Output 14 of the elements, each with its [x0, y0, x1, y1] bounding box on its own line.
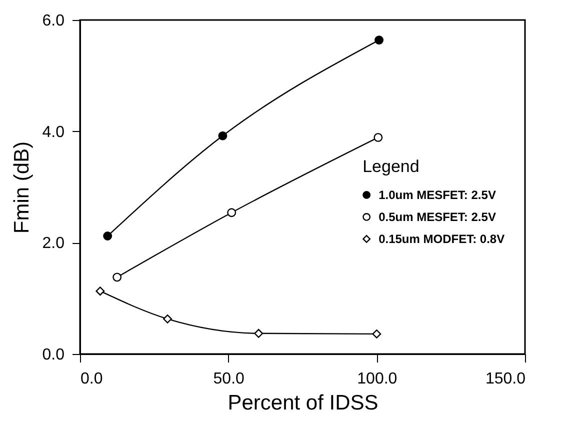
legend-label: 0.15um MODFET: 0.8V: [378, 232, 505, 246]
x-tick-label: 50.0: [213, 370, 245, 388]
x-tick-label: 100.0: [357, 370, 398, 388]
x-axis-title: Percent of IDSS: [228, 392, 378, 414]
y-tick-label: 2.0: [42, 235, 65, 252]
y-tick-label: 4.0: [42, 124, 65, 141]
legend-title: Legend: [362, 156, 420, 176]
legend-label: 0.5um MESFET: 2.5V: [378, 210, 496, 224]
y-tick-label: 0.0: [42, 346, 65, 364]
y-tick-label: 6.0: [42, 12, 65, 30]
legend-label: 1.0um MESFET: 2.5V: [378, 188, 496, 202]
x-tick-label: 150.0: [485, 370, 526, 388]
y-axis-title: Fmin (dB): [10, 141, 34, 234]
x-tick-label: 0.0: [80, 370, 103, 388]
